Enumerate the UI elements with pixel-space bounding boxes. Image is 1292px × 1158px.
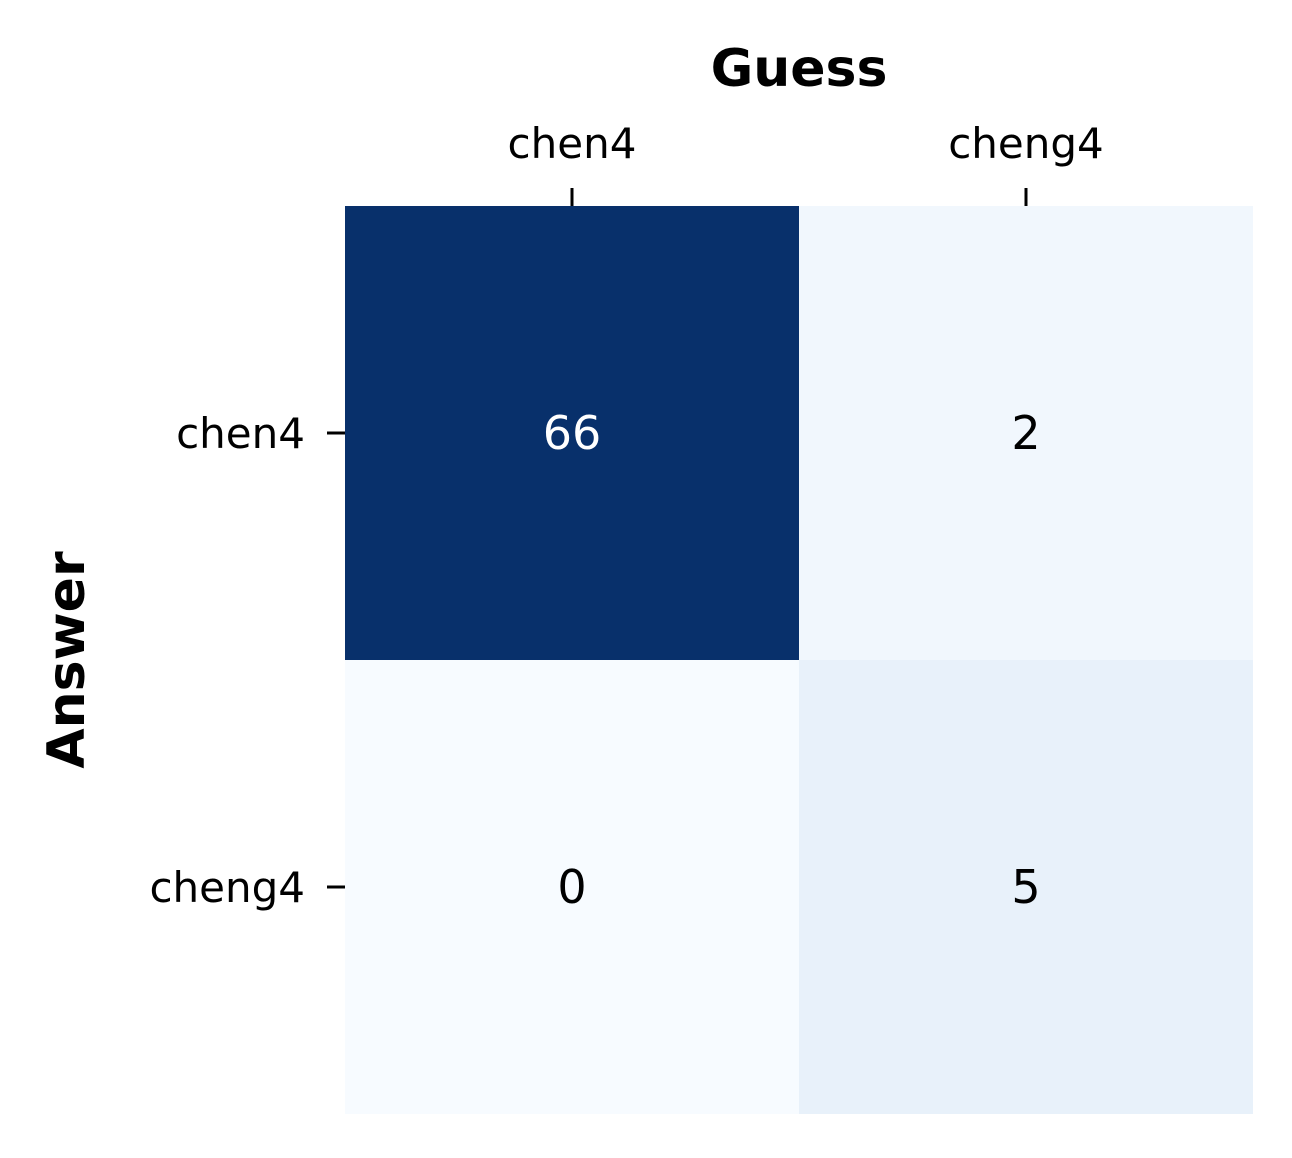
y-axis: Answer chen4 cheng4	[37, 409, 345, 912]
x-axis: Guess chen4 cheng4	[508, 39, 1104, 206]
cell-value-label: 5	[1011, 860, 1040, 914]
y-axis-title: Answer	[37, 551, 97, 769]
y-tick-label: cheng4	[149, 863, 305, 912]
y-tick-label: chen4	[176, 409, 305, 458]
heatmap-cells	[345, 206, 1253, 1114]
x-axis-title: Guess	[711, 39, 888, 99]
heatmap-cell-chen4-cheng4	[799, 206, 1253, 660]
cell-value-label: 0	[557, 860, 586, 914]
x-tick-label: cheng4	[948, 119, 1104, 168]
heatmap-cell-cheng4-chen4	[345, 660, 799, 1114]
cell-value-label: 2	[1011, 406, 1040, 460]
cell-value-label: 66	[543, 406, 602, 460]
heatmap-cell-cheng4-cheng4	[799, 660, 1253, 1114]
heatmap-cell-chen4-chen4	[345, 206, 799, 660]
x-tick-label: chen4	[508, 119, 637, 168]
heatmap-cell-labels: 66 2 0 5	[543, 406, 1041, 914]
